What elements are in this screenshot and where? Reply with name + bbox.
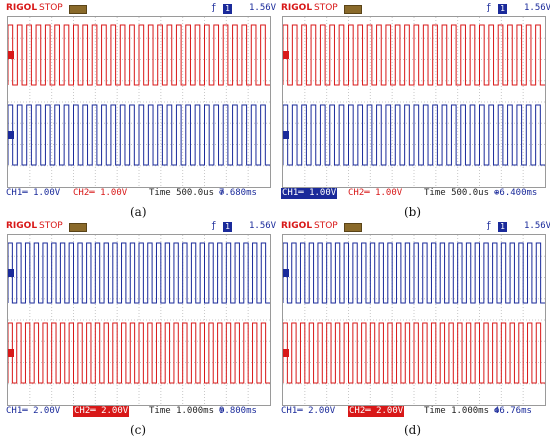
ch1-marker — [283, 269, 289, 277]
ch1-trace — [283, 242, 545, 304]
trigger-pos-icon: ⊕ — [219, 188, 225, 198]
scope-panel-b: RIGOL STOP ƒ 1 1.56V CH1═ 1.00V CH2═ 1.0… — [278, 2, 550, 200]
scope-header: RIGOL STOP ƒ 1 1.56V — [278, 220, 550, 234]
scope-panel-a: RIGOL STOP ƒ 1 1.56V CH1═ 1.00V CH2═ 1.0… — [3, 2, 277, 200]
waveform-display[interactable] — [7, 16, 271, 188]
trigger-pos-icon: ⊕ — [219, 406, 225, 416]
waveform-display[interactable] — [282, 234, 546, 406]
caption-d: (d) — [404, 423, 422, 437]
ch1-scale: CH1═ 2.00V — [281, 406, 336, 416]
timebase: Time 500.0us — [149, 188, 215, 198]
trigger-pos-icon: ⊕ — [494, 188, 500, 198]
ch2-marker — [283, 349, 289, 357]
ch2-marker — [283, 51, 289, 59]
brand-label: RIGOL — [281, 221, 313, 231]
scope-footer: CH1═ 2.00V CH2═ 2.00V Time 1.000ms ⊕ 9.80… — [6, 406, 257, 417]
run-status: STOP — [314, 3, 338, 13]
trigger-edge-icon: ƒ — [211, 3, 217, 13]
caption-a: (a) — [130, 205, 147, 219]
ch2-marker — [8, 51, 14, 59]
run-status: STOP — [314, 221, 338, 231]
scope-header: RIGOL STOP ƒ 1 1.56V — [278, 2, 550, 16]
ch2-trace — [283, 24, 545, 86]
scope-footer: CH1═ 1.00V CH2═ 1.00V Time 500.0us ⊕ -6.4… — [281, 188, 538, 199]
scope-footer: CH1═ 2.00V CH2═ 2.00V Time 1.000ms ⊕ 46.7… — [281, 406, 532, 417]
scope-header: RIGOL STOP ƒ 1 1.56V — [3, 2, 277, 16]
trigger-level: 1.56V — [249, 221, 277, 231]
waveform-svg — [283, 235, 545, 405]
scope-footer: CH1═ 1.00V CH2═ 1.00V Time 500.0us ⊕ 7.68… — [6, 188, 257, 198]
ch1-marker — [8, 269, 14, 277]
run-status: STOP — [39, 221, 63, 231]
trigger-source-icon: 1 — [498, 222, 507, 232]
trigger-source-icon: 1 — [223, 4, 232, 14]
run-status: STOP — [39, 3, 63, 13]
ch1-scale: CH1═ 2.00V — [6, 406, 61, 416]
ch1-scale: CH1═ 1.00V — [6, 188, 61, 198]
trigger-edge-icon: ƒ — [486, 3, 492, 13]
ch1-marker — [8, 131, 14, 139]
memory-depth-icon — [344, 5, 362, 14]
brand-label: RIGOL — [6, 221, 38, 231]
scope-panel-d: RIGOL STOP ƒ 1 1.56V CH1═ 2.00V CH2═ 2.0… — [278, 220, 550, 418]
memory-depth-icon — [69, 5, 87, 14]
memory-depth-icon — [69, 223, 87, 232]
ch2-trace — [8, 322, 270, 384]
trigger-level: 1.56V — [249, 3, 277, 13]
ch2-scale: CH2═ 1.00V — [348, 188, 403, 198]
ch1-trace — [283, 104, 545, 166]
brand-label: RIGOL — [281, 3, 313, 13]
scope-panel-c: RIGOL STOP ƒ 1 1.56V CH1═ 2.00V CH2═ 2.0… — [3, 220, 277, 418]
trigger-edge-icon: ƒ — [486, 221, 492, 231]
ch2-marker — [8, 349, 14, 357]
waveform-svg — [8, 235, 270, 405]
ch1-marker — [283, 131, 289, 139]
waveform-display[interactable] — [282, 16, 546, 188]
caption-c: (c) — [130, 423, 147, 437]
waveform-display[interactable] — [7, 234, 271, 406]
waveform-svg — [283, 17, 545, 187]
timebase: Time 500.0us — [424, 188, 490, 198]
caption-b: (b) — [404, 205, 422, 219]
timebase: Time 1.000ms — [424, 406, 490, 416]
trigger-pos-icon: ⊕ — [494, 406, 500, 416]
trigger-source-icon: 1 — [498, 4, 507, 14]
memory-depth-icon — [344, 223, 362, 232]
brand-label: RIGOL — [6, 3, 38, 13]
ch1-trace — [8, 242, 270, 304]
trigger-level: 1.56V — [524, 221, 550, 231]
trigger-source-icon: 1 — [223, 222, 232, 232]
ch2-trace — [283, 322, 545, 384]
ch2-trace — [8, 24, 270, 86]
trigger-level: 1.56V — [524, 3, 550, 13]
timebase: Time 1.000ms — [149, 406, 215, 416]
waveform-svg — [8, 17, 270, 187]
ch2-scale: CH2═ 1.00V — [73, 188, 128, 198]
scope-header: RIGOL STOP ƒ 1 1.56V — [3, 220, 277, 234]
ch1-trace — [8, 104, 270, 166]
trigger-edge-icon: ƒ — [211, 221, 217, 231]
